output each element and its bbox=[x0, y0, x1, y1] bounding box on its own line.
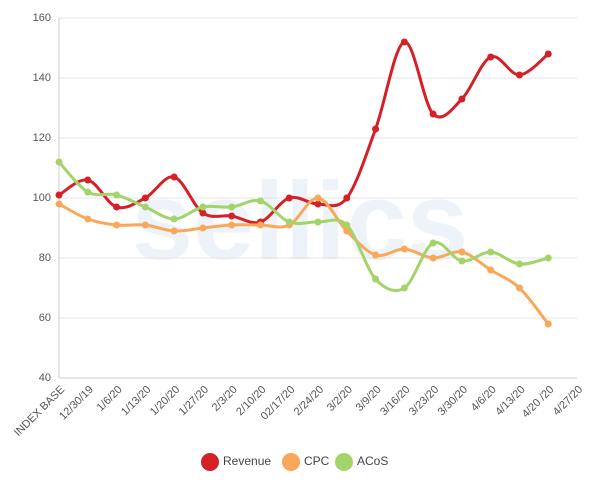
data-point bbox=[544, 50, 552, 58]
data-point bbox=[170, 173, 178, 181]
x-tick-label: 2/24/20 bbox=[292, 384, 326, 418]
y-tick-label: 160 bbox=[33, 12, 51, 24]
x-tick-label: 3/16/20 bbox=[378, 384, 412, 418]
data-point bbox=[55, 191, 63, 199]
data-point bbox=[55, 158, 63, 166]
data-point bbox=[228, 212, 236, 220]
data-point bbox=[458, 95, 466, 103]
legend-label: ACoS bbox=[357, 454, 388, 468]
data-point bbox=[84, 176, 92, 184]
data-point bbox=[400, 284, 408, 292]
data-point bbox=[55, 200, 63, 208]
data-point bbox=[199, 209, 207, 217]
y-tick-label: 80 bbox=[39, 252, 51, 264]
data-point bbox=[141, 194, 149, 202]
data-point bbox=[343, 194, 351, 202]
x-tick-label: 1/13/20 bbox=[119, 384, 153, 418]
data-point bbox=[84, 215, 92, 223]
legend-swatch bbox=[201, 453, 219, 471]
data-point bbox=[113, 221, 121, 229]
x-tick-label: 3/30/20 bbox=[436, 384, 470, 418]
data-point bbox=[544, 254, 552, 262]
x-tick-label: 4/27/20 bbox=[551, 384, 585, 418]
data-point bbox=[314, 218, 322, 226]
data-point bbox=[84, 188, 92, 196]
data-point bbox=[458, 248, 466, 256]
x-tick-label: 1/20/20 bbox=[148, 384, 182, 418]
legend-label: CPC bbox=[304, 454, 330, 468]
data-point bbox=[372, 251, 380, 259]
data-point bbox=[199, 224, 207, 232]
data-point bbox=[199, 203, 207, 211]
data-point bbox=[400, 38, 408, 46]
data-point bbox=[256, 197, 264, 205]
data-point bbox=[256, 221, 264, 229]
data-point bbox=[429, 254, 437, 262]
y-tick-label: 140 bbox=[33, 72, 51, 84]
data-point bbox=[515, 71, 523, 79]
data-point bbox=[141, 203, 149, 211]
legend-label: Revenue bbox=[223, 454, 271, 468]
legend-swatch bbox=[335, 453, 353, 471]
data-point bbox=[170, 227, 178, 235]
data-point bbox=[343, 227, 351, 235]
data-point bbox=[429, 110, 437, 118]
data-point bbox=[314, 200, 322, 208]
legend-swatch bbox=[282, 453, 300, 471]
data-point bbox=[228, 221, 236, 229]
data-point bbox=[343, 221, 351, 229]
data-point bbox=[372, 275, 380, 283]
data-point bbox=[544, 320, 552, 328]
data-point bbox=[314, 194, 322, 202]
y-tick-label: 60 bbox=[39, 312, 51, 324]
y-tick-label: 40 bbox=[39, 372, 51, 384]
data-point bbox=[285, 194, 293, 202]
data-point bbox=[372, 125, 380, 133]
data-point bbox=[400, 245, 408, 253]
data-point bbox=[487, 266, 495, 274]
x-tick-label: 3/23/20 bbox=[407, 384, 441, 418]
data-point bbox=[170, 215, 178, 223]
watermark: sellics bbox=[132, 160, 468, 283]
data-point bbox=[515, 284, 523, 292]
data-point bbox=[515, 260, 523, 268]
data-point bbox=[458, 257, 466, 265]
data-point bbox=[141, 221, 149, 229]
x-tick-label: 4/20 /20 bbox=[520, 384, 557, 421]
data-point bbox=[113, 191, 121, 199]
data-point bbox=[487, 248, 495, 256]
x-tick-label: 1/27/20 bbox=[177, 384, 211, 418]
data-point bbox=[285, 218, 293, 226]
data-point bbox=[429, 239, 437, 247]
y-tick-label: 120 bbox=[33, 132, 51, 144]
y-tick-label: 100 bbox=[33, 192, 51, 204]
data-point bbox=[113, 203, 121, 211]
data-point bbox=[487, 53, 495, 61]
x-tick-label: 3/2/20 bbox=[325, 384, 355, 414]
data-point bbox=[228, 203, 236, 211]
